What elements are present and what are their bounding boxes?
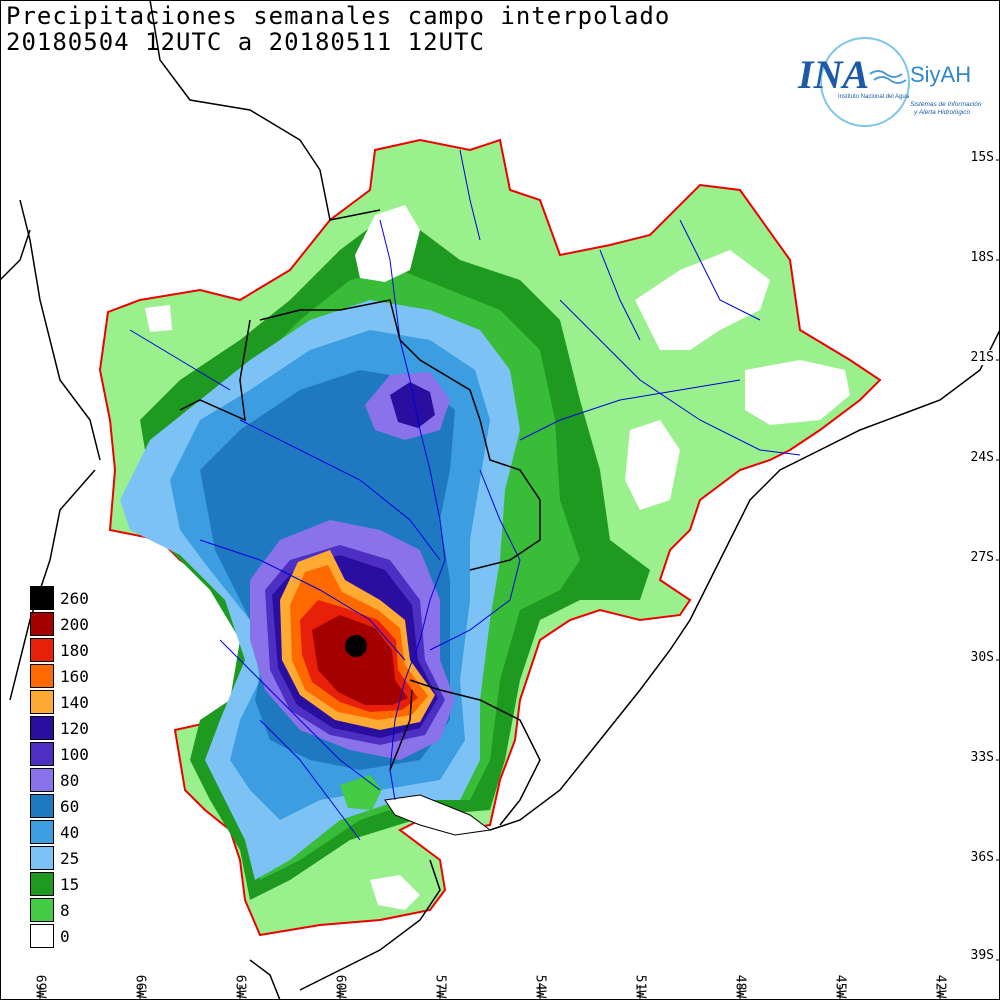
lat-label-30s: 30S bbox=[968, 650, 996, 665]
dry-patch-3 bbox=[625, 420, 680, 510]
lat-label-21s: 21S bbox=[968, 350, 996, 365]
legend-row: 160 bbox=[30, 663, 89, 689]
legend-swatch bbox=[30, 924, 54, 948]
legend-swatch bbox=[30, 794, 54, 818]
legend-swatch bbox=[30, 612, 54, 636]
band-200 bbox=[312, 615, 408, 705]
legend-swatch bbox=[30, 742, 54, 766]
legend-label: 0 bbox=[60, 926, 70, 946]
dry-patch-5 bbox=[145, 305, 172, 332]
legend-swatch bbox=[30, 586, 54, 610]
legend-label: 80 bbox=[60, 770, 80, 790]
legend-swatch bbox=[30, 872, 54, 896]
logo-tagline-1: Sistemas de Información bbox=[910, 101, 982, 108]
lat-label-27s: 27S bbox=[968, 550, 996, 565]
dry-patch-4 bbox=[745, 360, 850, 425]
lon-label-51w: 51W bbox=[632, 974, 648, 999]
legend-swatch bbox=[30, 690, 54, 714]
dry-patch-2 bbox=[635, 250, 770, 350]
lat-label-15s: 15S bbox=[968, 150, 996, 165]
logo-tagline-2: y Alerta Hidrológico bbox=[913, 109, 971, 116]
legend-row: 40 bbox=[30, 819, 89, 845]
lat-label-39s: 39S bbox=[968, 948, 996, 963]
lon-label-57w: 57W bbox=[432, 974, 448, 999]
legend-swatch bbox=[30, 716, 54, 740]
legend-row: 80 bbox=[30, 767, 89, 793]
legend-row: 200 bbox=[30, 611, 89, 637]
legend-row: 0 bbox=[30, 923, 89, 949]
legend-label: 40 bbox=[60, 822, 80, 842]
precipitation-legend: 260 200 180 160 140 120 100 80 60 40 25 15 8 0 bbox=[30, 585, 89, 949]
lon-label-60w: 60W bbox=[332, 974, 348, 999]
legend-swatch bbox=[30, 846, 54, 870]
lon-label-66w: 66W bbox=[132, 974, 148, 999]
legend-label: 200 bbox=[60, 614, 89, 634]
legend-row: 15 bbox=[30, 871, 89, 897]
lat-label-18s: 18S bbox=[968, 250, 996, 265]
max-260 bbox=[345, 635, 367, 657]
legend-label: 60 bbox=[60, 796, 80, 816]
legend-label: 8 bbox=[60, 900, 70, 920]
legend-swatch bbox=[30, 898, 54, 922]
legend-row: 180 bbox=[30, 637, 89, 663]
logo-org-text: Instituto Nacional del Agua bbox=[838, 94, 910, 100]
legend-label: 100 bbox=[60, 744, 89, 764]
dry-patch-6 bbox=[370, 875, 420, 910]
legend-label: 25 bbox=[60, 848, 80, 868]
lon-label-42w: 42W bbox=[932, 974, 948, 999]
map-title: Precipitaciones semanales campo interpol… bbox=[6, 2, 671, 30]
legend-label: 260 bbox=[60, 588, 89, 608]
lon-label-69w: 69W bbox=[32, 974, 48, 999]
ina-siyah-logo: INA SiyAH Instituto Nacional del Agua Si… bbox=[797, 37, 982, 127]
legend-row: 120 bbox=[30, 715, 89, 741]
legend-label: 180 bbox=[60, 640, 89, 660]
lat-label-33s: 33S bbox=[968, 750, 996, 765]
lon-label-48w: 48W bbox=[732, 974, 748, 999]
band-100-north bbox=[390, 382, 435, 428]
legend-row: 260 bbox=[30, 585, 89, 611]
map-date-range: 20180504 12UTC a 20180511 12UTC bbox=[6, 28, 485, 56]
legend-row: 100 bbox=[30, 741, 89, 767]
legend-label: 140 bbox=[60, 692, 89, 712]
legend-label: 120 bbox=[60, 718, 89, 738]
legend-label: 160 bbox=[60, 666, 89, 686]
logo-ina-text: INA bbox=[797, 52, 869, 97]
lat-label-24s: 24S bbox=[968, 450, 996, 465]
dry-patch-1 bbox=[355, 205, 420, 282]
legend-swatch bbox=[30, 768, 54, 792]
legend-swatch bbox=[30, 664, 54, 688]
legend-row: 140 bbox=[30, 689, 89, 715]
logo-siyah-text: SiyAH bbox=[910, 62, 971, 87]
legend-label: 15 bbox=[60, 874, 80, 894]
lon-label-45w: 45W bbox=[832, 974, 848, 999]
legend-swatch bbox=[30, 820, 54, 844]
lon-label-63w: 63W bbox=[232, 974, 248, 999]
lon-label-54w: 54W bbox=[532, 974, 548, 999]
legend-row: 60 bbox=[30, 793, 89, 819]
lat-label-36s: 36S bbox=[968, 850, 996, 865]
rio-de-la-plata bbox=[384, 794, 492, 836]
legend-swatch bbox=[30, 638, 54, 662]
rivers bbox=[129, 149, 801, 841]
legend-row: 8 bbox=[30, 897, 89, 923]
legend-row: 25 bbox=[30, 845, 89, 871]
